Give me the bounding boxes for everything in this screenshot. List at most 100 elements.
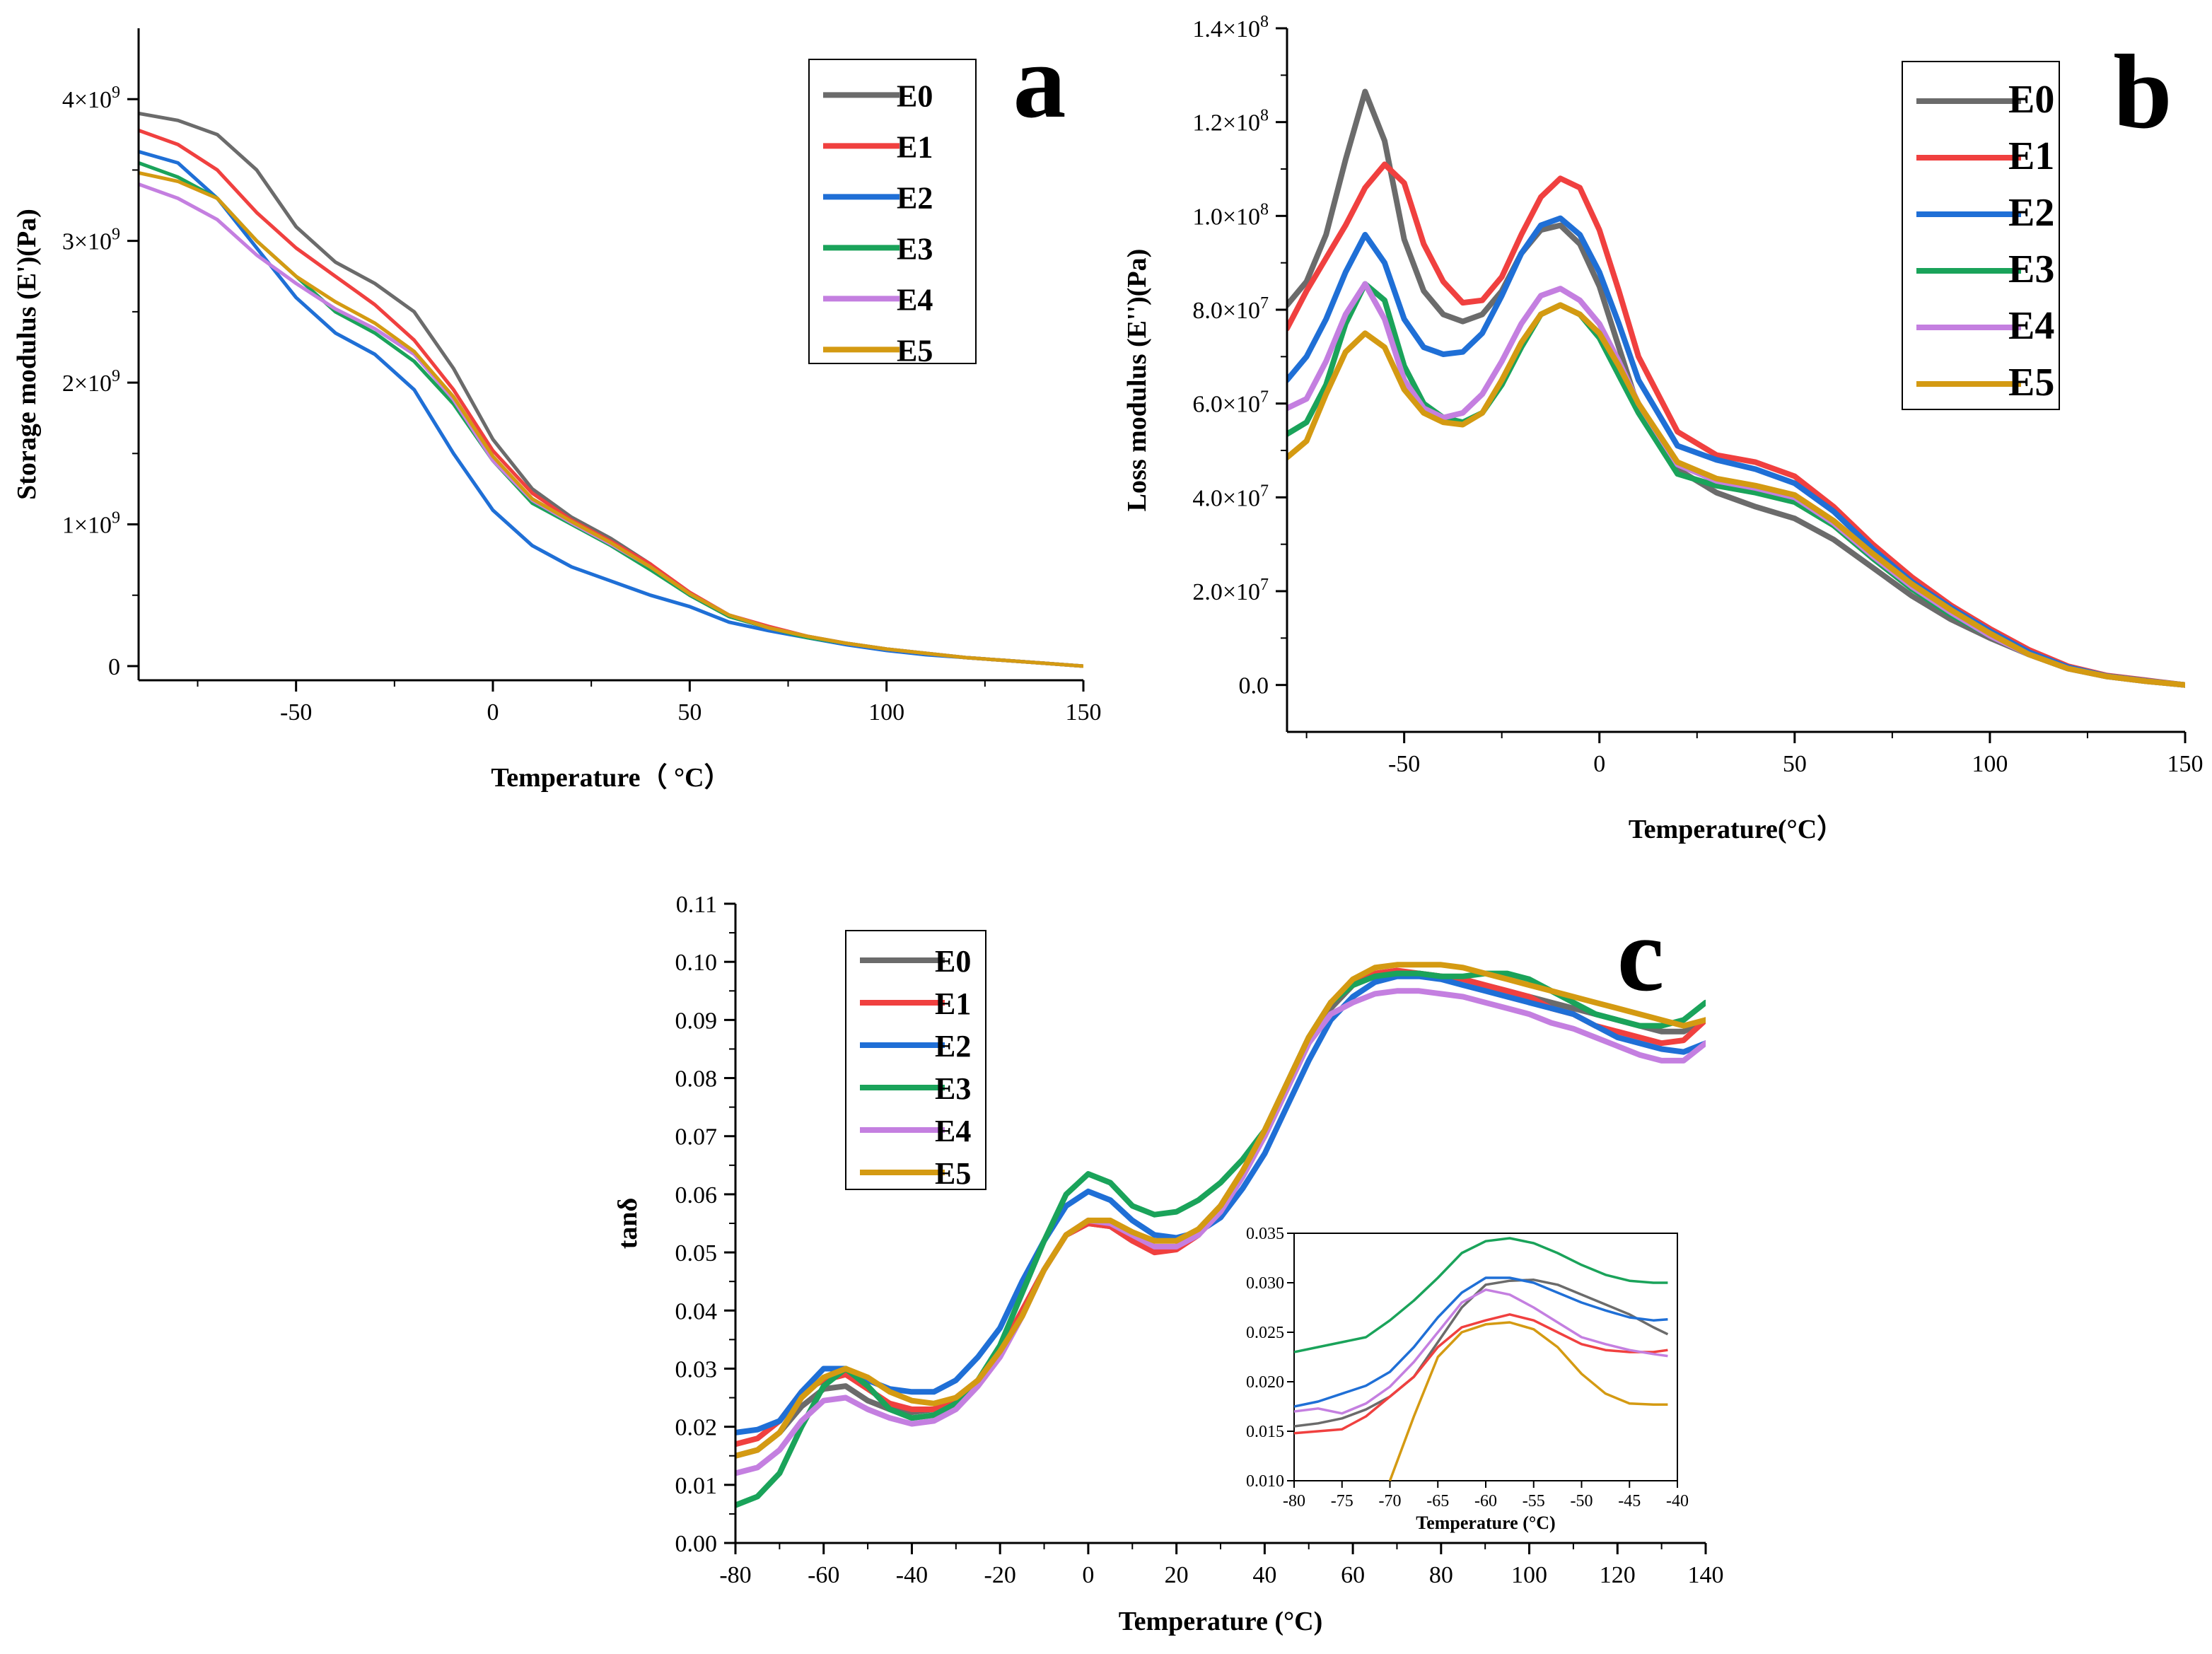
legend-label-e2: E2 [897,180,933,215]
y-tick-label: 0.09 [675,1008,718,1034]
y-tick-label: 6.0×107 [1192,388,1269,418]
x-tick-label: 50 [1783,751,1807,777]
legend-box [1902,61,2060,410]
inset-x-tick-label: -40 [1666,1492,1689,1510]
legend-box [845,930,986,1190]
inset-lines [1294,1237,1669,1481]
y-tick-label: 0.01 [675,1473,718,1499]
inset-y-tick-label: 0.020 [1246,1373,1284,1392]
x-tick-label: -40 [896,1562,928,1588]
inset-line-e4 [1294,1288,1668,1415]
legend-label-e3: E3 [935,1071,971,1106]
inset-x-tick-label: -45 [1618,1492,1641,1510]
inset-line-e3 [1294,1237,1668,1353]
inset-chart: -80 -75 -70 -65 -60 -55 -50 -45 -40 0.010 0.015 0.0… [1246,1225,1689,1533]
inset-x-axis-label: Temperature (°C) [1416,1513,1555,1533]
y-tick-label: 4×109 [62,83,120,113]
panel-c-tan-delta: -80 -60 -40 -20 0 20 40 60 80 100 120 140 0.00 0.01 0.… [613,892,1724,1636]
panel-label: b [2113,33,2172,151]
inset-x-tick-label: -70 [1379,1492,1402,1510]
series-line-e5 [735,962,1706,1459]
series-lines [735,962,1706,1508]
y-tick-label: 0.04 [675,1298,718,1324]
x-tick-label: 100 [1972,751,2008,777]
x-tick-label: 0 [1593,751,1605,777]
inset-y-tick-label: 0.035 [1246,1225,1284,1243]
legend-label-e3: E3 [897,231,933,266]
x-axis-label: Temperature（ °C） [491,763,730,793]
legend-label-e3: E3 [2008,247,2054,291]
series-line-e2 [735,973,1706,1435]
legend: E0 E1 E2 E3 E4 E5 [808,59,977,368]
inset-line-e5 [1388,1321,1668,1481]
y-tick-label: 3×109 [62,226,120,255]
x-axis-label: Temperature (°C) [1119,1607,1323,1636]
panel-b-loss-modulus: -50 0 50 100 150 0.0 2.0×107 4.0×107 6.0×107 8.0×… [1122,13,2204,844]
x-tick-label: 50 [677,699,702,726]
inset-y-tick-label: 0.030 [1246,1274,1284,1293]
x-tick-label: 0 [487,699,499,726]
inset-x-tick-label: -75 [1331,1492,1354,1510]
y-tick-label: 1.0×108 [1192,200,1269,230]
x-tick-label: 150 [1066,699,1102,726]
y-tick-label: 0.06 [675,1182,718,1209]
inset-line-e1 [1294,1313,1668,1435]
y-tick-label: 0.10 [675,950,718,976]
inset-frame [1293,1233,1678,1481]
y-axis-label: Storage modulus (E')(Pa) [12,209,42,500]
panel-label: a [1013,23,1066,140]
inset-x-tick-label: -65 [1426,1492,1449,1510]
inset-x-tick-label: -55 [1523,1492,1545,1510]
legend-label-e5: E5 [897,333,933,368]
inset-x-tick-label: -60 [1474,1492,1497,1510]
legend-label-e2: E2 [2008,191,2054,235]
inset-y-tick-label: 0.025 [1246,1324,1284,1342]
y-tick-label: 0.0 [1239,673,1269,699]
legend: E0 E1 E2 E3 E4 E5 [1902,61,2060,410]
inset-x-tick-label: -80 [1283,1492,1305,1510]
x-tick-label: -20 [984,1562,1016,1588]
x-tick-label: 100 [1511,1562,1547,1588]
y-tick-label: 0.05 [675,1240,718,1266]
series-lines [139,111,1083,668]
legend-label-e4: E4 [935,1114,971,1148]
x-axis-label: Temperature(°C） [1629,815,1844,844]
panel-label: c [1617,896,1665,1013]
legend-label-e0: E0 [935,944,971,979]
y-tick-label: 0.03 [675,1356,718,1382]
legend-label-e2: E2 [935,1029,971,1064]
y-tick-label: 1×109 [62,509,120,539]
x-tick-label: 40 [1252,1562,1276,1588]
y-tick-label: 2.0×107 [1192,576,1269,605]
legend-label-e0: E0 [897,78,933,113]
series-line-e4 [735,988,1706,1477]
y-tick-label: 2×109 [62,367,120,397]
y-tick-label: 0.00 [675,1531,718,1557]
series-line-e5 [139,170,1083,668]
x-tick-label: 100 [868,699,904,726]
y-tick-label: 8.0×107 [1192,294,1269,324]
legend-label-e1: E1 [935,986,971,1021]
x-tick-label: -80 [719,1562,751,1588]
legend-label-e5: E5 [2008,361,2054,404]
legend-label-e5: E5 [935,1156,971,1191]
x-tick-label: 150 [2167,751,2204,777]
y-axis-label: Loss modulus (E'')(Pa) [1122,249,1152,512]
x-tick-label: 120 [1600,1562,1636,1588]
legend-label-e0: E0 [2008,78,2054,122]
x-tick-label: 20 [1165,1562,1189,1588]
y-tick-label: 0.11 [676,892,717,918]
inset-line-e2 [1294,1276,1668,1408]
y-tick-label: 0 [108,654,120,680]
x-tick-label: -60 [808,1562,839,1588]
legend: E0 E1 E2 E3 E4 E5 [845,930,986,1191]
legend-label-e4: E4 [2008,304,2054,348]
inset-line-e0 [1294,1279,1669,1428]
inset-x-tick-label: -50 [1571,1492,1593,1510]
x-tick-label: 80 [1429,1562,1453,1588]
x-tick-label: 60 [1341,1562,1365,1588]
x-tick-label: -50 [1388,751,1420,777]
y-tick-label: 0.07 [675,1124,718,1151]
